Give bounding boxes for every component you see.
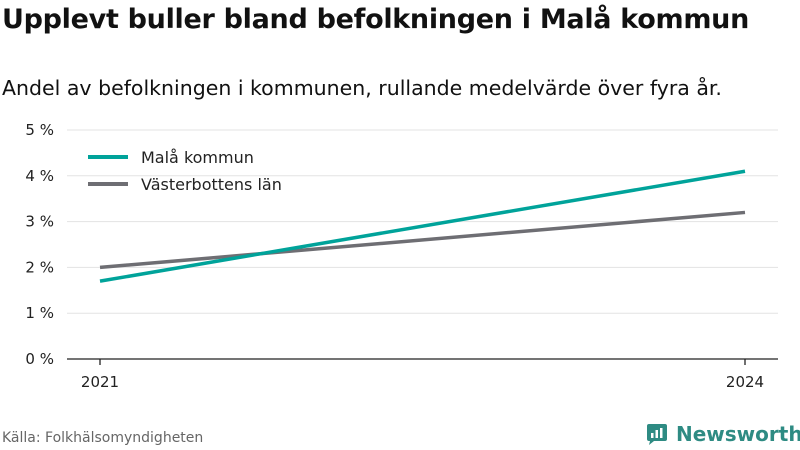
source-note: Källa: Folkhälsomyndigheten <box>2 430 204 446</box>
series-lines <box>99 169 746 283</box>
x-tick-label: 2024 <box>726 373 764 391</box>
y-tick-label: 4 % <box>25 167 54 185</box>
series-line-v-sterbottens-l-n <box>99 210 746 270</box>
brand-name: Newsworthy <box>676 422 800 446</box>
x-tick-label: 2021 <box>81 373 119 391</box>
y-tick-label: 0 % <box>25 350 54 368</box>
series-line-mal-kommun <box>99 169 746 283</box>
y-tick-label: 3 % <box>25 213 54 231</box>
chart-subtitle: Andel av befolkningen i kommunen, rullan… <box>2 76 722 100</box>
brand-logo: Newsworthy <box>645 420 800 448</box>
y-tick-label: 5 % <box>25 121 54 139</box>
y-tick-label: 2 % <box>25 258 54 276</box>
chart-title: Upplevt buller bland befolkningen i Malå… <box>2 4 750 35</box>
axes: 0 % 1 % 2 % 3 % 4 % 5 % 2021 2024 <box>25 121 778 391</box>
gridlines <box>67 129 778 314</box>
legend: Malå kommun Västerbottens län <box>88 148 282 194</box>
legend-label: Västerbottens län <box>141 175 282 194</box>
legend-label: Malå kommun <box>141 148 254 167</box>
newsworthy-logo-icon <box>647 424 667 445</box>
y-tick-label: 1 % <box>25 304 54 322</box>
